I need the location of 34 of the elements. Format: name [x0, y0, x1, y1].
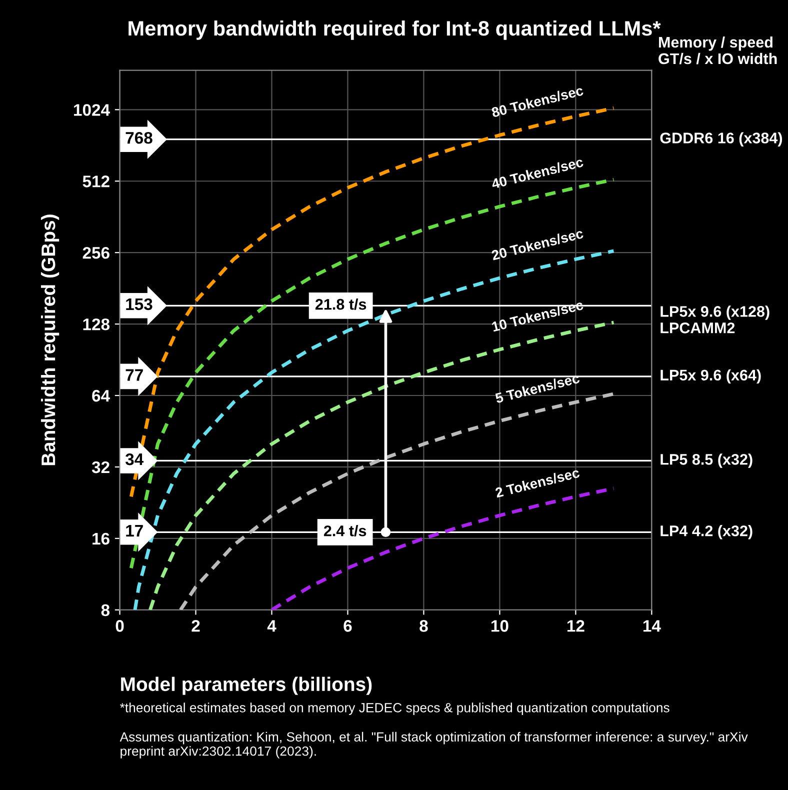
ref-line-label: LP4 4.2 (x32) — [660, 525, 752, 540]
annotation: 77 — [126, 369, 143, 381]
y-tick-label: 256 — [82, 246, 110, 259]
x-axis-title: Model parameters (billions) — [121, 676, 372, 695]
x-tick-label: 10 — [491, 620, 508, 632]
ref-line-label: LP5 8.5 (x32) — [660, 454, 752, 468]
annotation: 768 — [126, 132, 152, 144]
y-tick-label: 1024 — [74, 104, 110, 116]
x-tick-label: 14 — [643, 620, 661, 632]
annotation: 17 — [126, 525, 143, 536]
y-axis-title: Bandwidth required (GBps) — [40, 214, 60, 466]
annotation: 34 — [125, 453, 144, 466]
x-tick-label: 8 — [420, 620, 428, 632]
y-tick-label: 32 — [92, 461, 110, 474]
text: Assumes quantization: Kim, Sehoon, et al. "Full stack optimization of transformer inference: a survey." arXiv preprint arXiv:2302.14017 (2023). — [120, 732, 748, 758]
annotation: 153 — [126, 298, 152, 310]
text: Memory / speed GT/s / x IO width — [658, 36, 777, 64]
x-tick-label: 12 — [567, 620, 584, 632]
ref-line-label: GDDR6 16 (x384) — [660, 132, 782, 146]
y-tick-label: 8 — [101, 604, 110, 616]
y-tick-label: 64 — [92, 390, 110, 402]
annotation: 2.4 t/s — [324, 525, 366, 536]
text: 5 Tokens/sec — [494, 372, 580, 404]
ref-line-label: LP5x 9.6 (x64) — [660, 369, 761, 384]
text: *theoretical estimates based on memory JEDEC specs & published quantization computations — [120, 702, 670, 715]
x-tick-label: 0 — [116, 620, 124, 632]
y-tick-label: 128 — [83, 318, 110, 330]
y-tick-label: 512 — [82, 176, 110, 188]
y-tick-label: 16 — [92, 532, 110, 545]
ref-line-label: LP5x 9.6 (x128) LPCAMM2 — [660, 306, 770, 334]
annotation: 21.8 t/s — [315, 298, 366, 310]
x-tick-label: 6 — [344, 620, 352, 632]
x-tick-label: 4 — [267, 620, 276, 632]
x-tick-label: 2 — [192, 620, 200, 632]
